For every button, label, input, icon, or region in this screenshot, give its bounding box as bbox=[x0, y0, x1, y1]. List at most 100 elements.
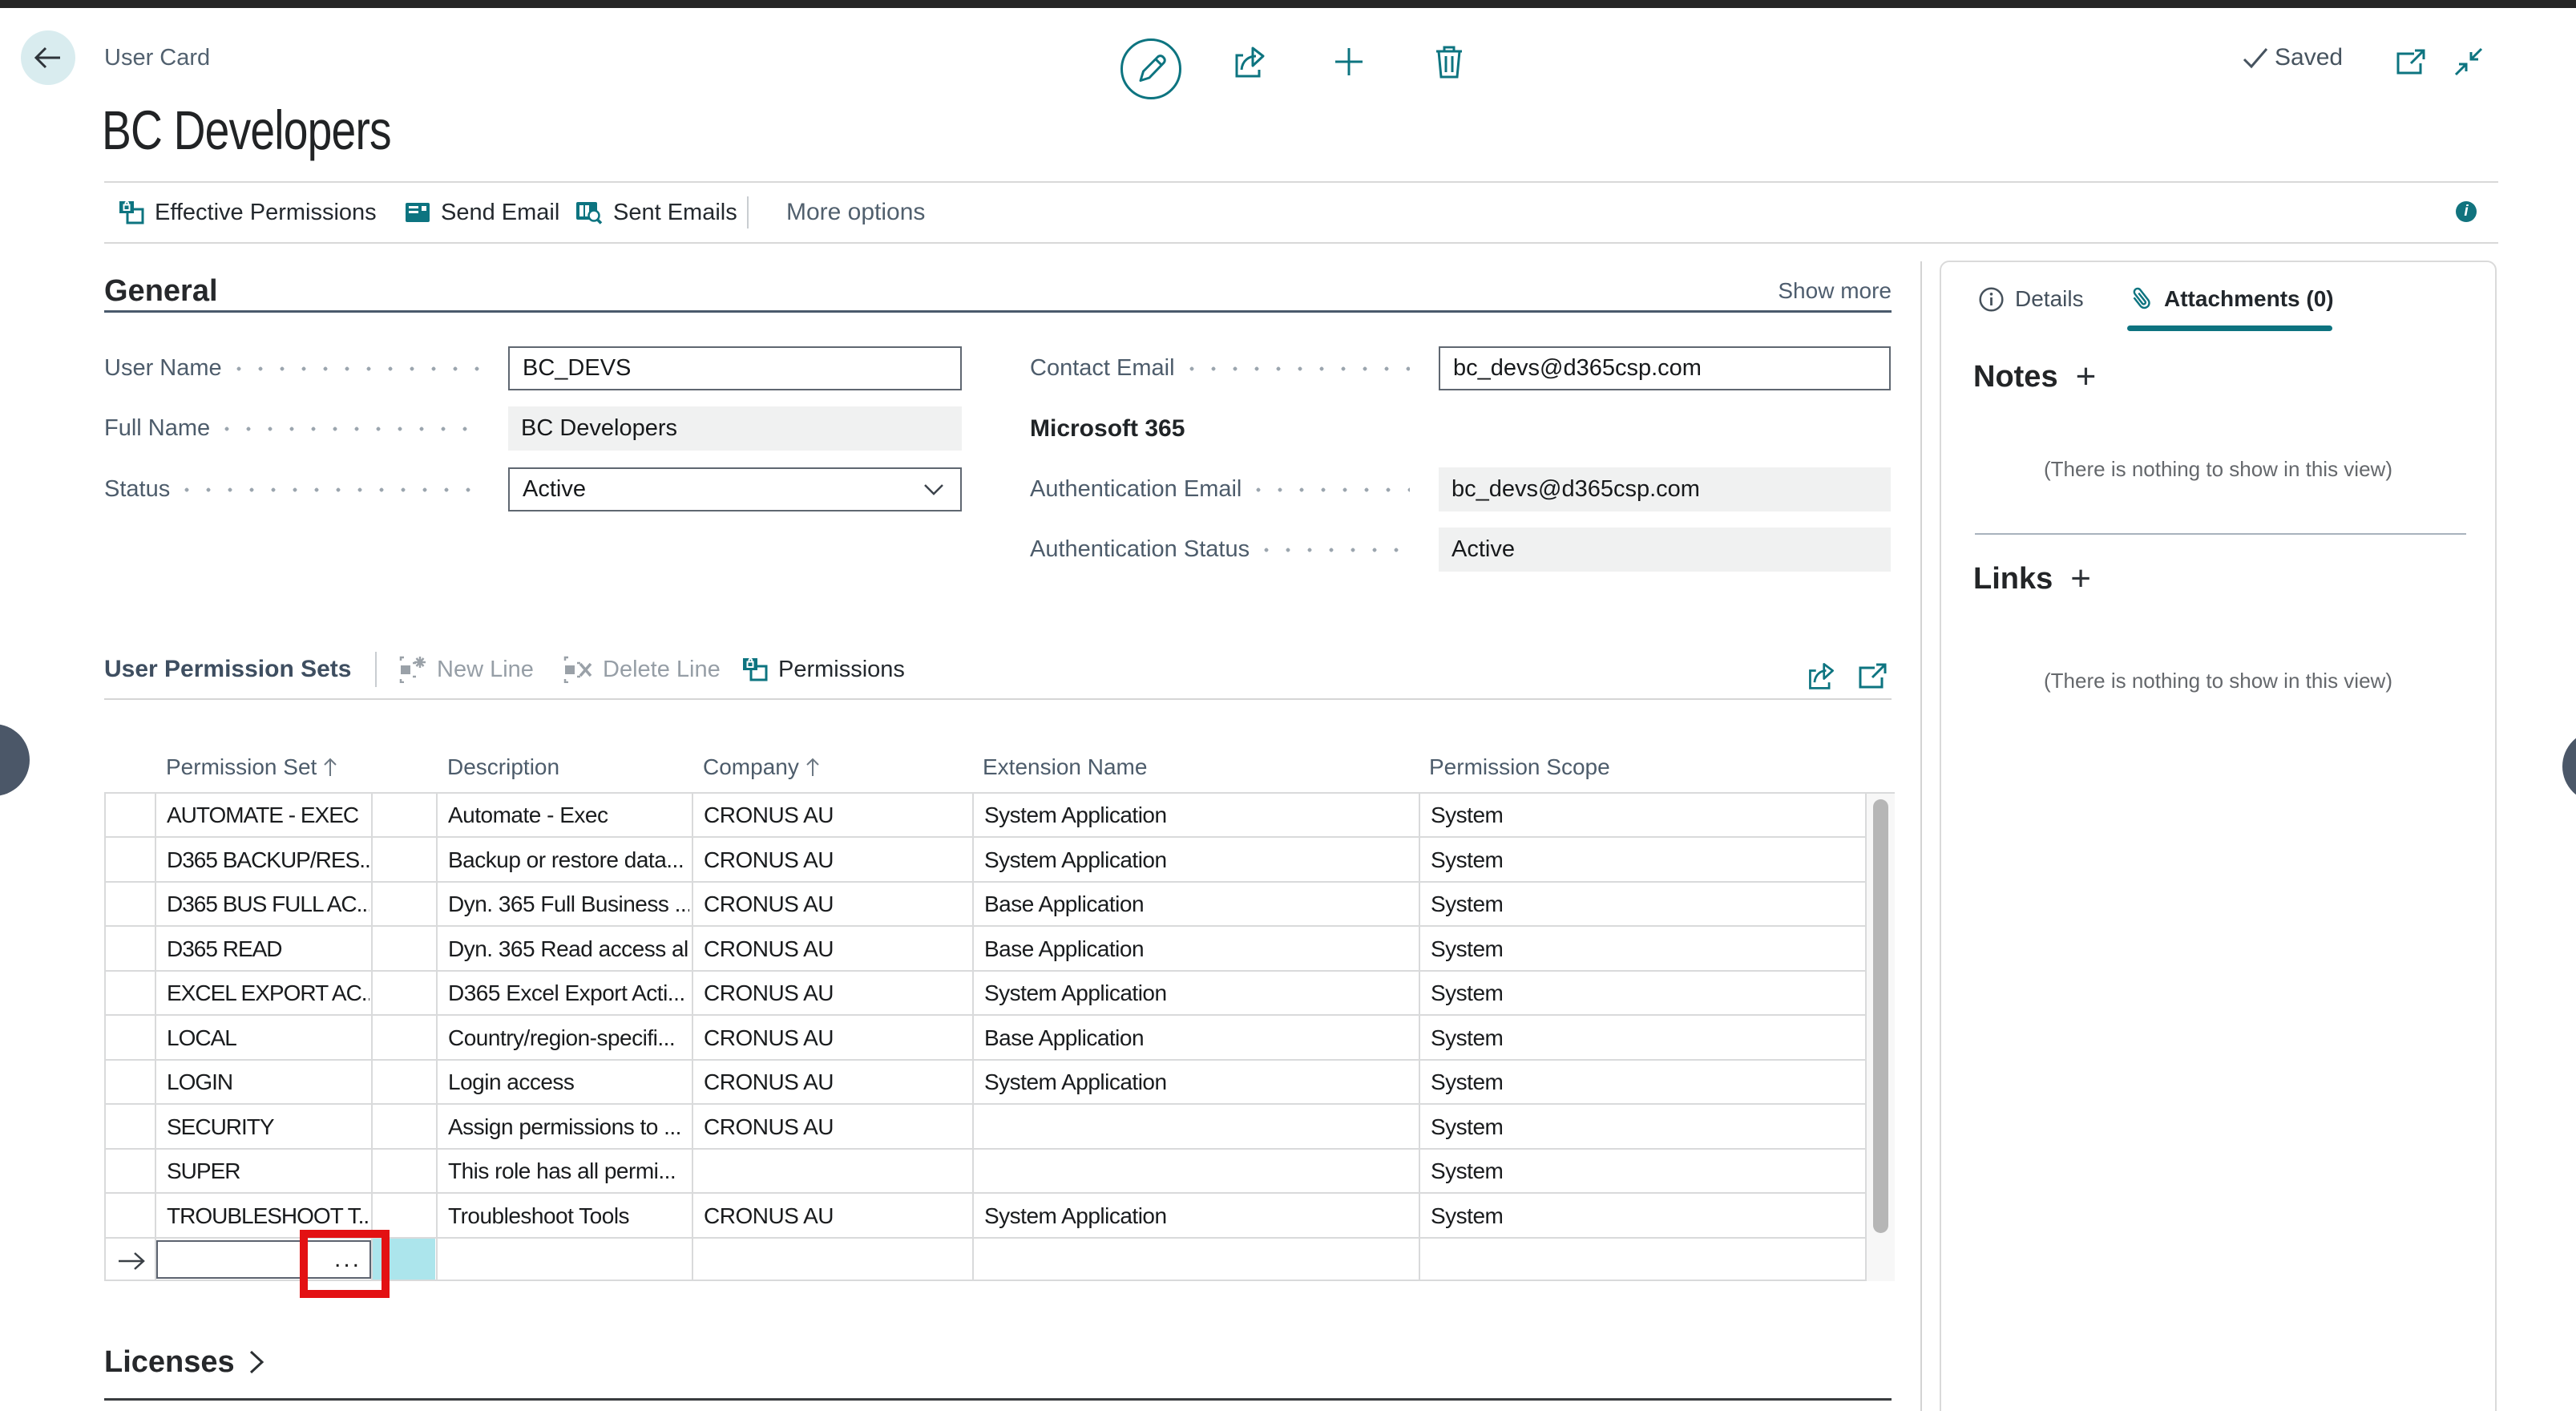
cell-permission-scope[interactable]: System bbox=[1431, 1025, 1504, 1050]
add-note-button[interactable]: + bbox=[2075, 357, 2097, 396]
cell-permission-set[interactable]: SECURITY bbox=[167, 1114, 275, 1139]
cell-company[interactable]: CRONUS AU bbox=[704, 1025, 834, 1050]
info-icon[interactable]: i bbox=[2456, 201, 2477, 222]
field-status-labelrow: Status bbox=[104, 467, 495, 511]
cell-extension-name[interactable]: Base Application bbox=[984, 891, 1145, 916]
chevron-right-icon bbox=[249, 1350, 264, 1374]
cell-company[interactable]: CRONUS AU bbox=[704, 1203, 834, 1228]
cell-description[interactable]: Automate - Exec bbox=[448, 803, 608, 827]
column-header-extension-name[interactable]: Extension Name bbox=[983, 750, 1147, 785]
assist-edit-button[interactable]: ... bbox=[333, 1246, 361, 1272]
action-effective-permissions[interactable]: Effective Permissions bbox=[119, 192, 377, 233]
action-more-options[interactable]: More options bbox=[786, 199, 926, 225]
licenses-section[interactable]: Licenses bbox=[104, 1342, 265, 1382]
full-name-field[interactable]: BC Developers bbox=[508, 406, 962, 451]
cell-permission-scope[interactable]: System bbox=[1431, 1158, 1504, 1183]
row-border bbox=[104, 925, 1867, 927]
cell-permission-set[interactable]: LOCAL bbox=[167, 1025, 237, 1050]
cell-description[interactable]: Dyn. 365 Full Business ... bbox=[448, 891, 689, 916]
cell-description[interactable]: Troubleshoot Tools bbox=[448, 1203, 630, 1228]
cell-description[interactable]: Dyn. 365 Read access all bbox=[448, 936, 689, 961]
cell-description[interactable]: Country/region-specifi... bbox=[448, 1025, 676, 1050]
cell-permission-set[interactable]: D365 READ bbox=[167, 936, 283, 961]
cell-permission-set[interactable]: EXCEL EXPORT AC... bbox=[167, 980, 369, 1005]
cell-company[interactable]: CRONUS AU bbox=[704, 1069, 834, 1094]
previous-record-button[interactable] bbox=[0, 724, 30, 796]
open-in-window-button[interactable] bbox=[2395, 38, 2427, 86]
cell-description[interactable]: Backup or restore data... bbox=[448, 847, 684, 872]
browser-chrome-bar bbox=[0, 0, 2576, 8]
action-sent-emails[interactable]: Sent Emails bbox=[575, 192, 737, 233]
permissions-label: Permissions bbox=[778, 656, 905, 682]
cell-extension-name[interactable]: System Application bbox=[984, 847, 1167, 872]
share-button[interactable] bbox=[1232, 38, 1267, 86]
dotted-leader bbox=[1189, 366, 1410, 371]
cell-company[interactable] bbox=[704, 1149, 967, 1193]
permission-set-edit-field[interactable]: ... bbox=[156, 1240, 371, 1279]
new-button[interactable] bbox=[1334, 38, 1364, 86]
cell-permission-scope[interactable]: System bbox=[1431, 891, 1504, 916]
cell-description[interactable]: Assign permissions to ... bbox=[448, 1114, 681, 1139]
back-button[interactable] bbox=[21, 30, 75, 85]
column-header-company[interactable]: Company bbox=[703, 750, 820, 785]
cell-extension-name[interactable] bbox=[984, 1105, 1413, 1149]
cell-extension-name[interactable]: System Application bbox=[984, 980, 1167, 1005]
open-list-in-window-button[interactable] bbox=[1855, 661, 1891, 691]
cell-company[interactable]: CRONUS AU bbox=[704, 980, 834, 1005]
dotted-leader bbox=[1256, 487, 1410, 492]
cell-company[interactable]: CRONUS AU bbox=[704, 847, 834, 872]
cell-permission-set[interactable]: D365 BUS FULL AC... bbox=[167, 891, 369, 916]
cell-description[interactable]: Login access bbox=[448, 1069, 575, 1094]
column-header-permission-set[interactable]: Permission Set bbox=[166, 750, 337, 785]
cell-permission-set[interactable]: D365 BACKUP/RES... bbox=[167, 847, 369, 872]
cell-extension-name[interactable]: System Application bbox=[984, 1069, 1167, 1094]
breadcrumb[interactable]: User Card bbox=[104, 45, 211, 71]
cell-permission-set[interactable]: SUPER bbox=[167, 1158, 240, 1183]
delete-line-button[interactable]: Delete Line bbox=[563, 649, 721, 689]
cell-permission-scope[interactable]: System bbox=[1431, 847, 1504, 872]
cell-company[interactable]: CRONUS AU bbox=[704, 803, 834, 827]
cell-company[interactable]: CRONUS AU bbox=[704, 891, 834, 916]
new-line-button[interactable]: New Line bbox=[399, 649, 534, 689]
cell-permission-scope[interactable]: System bbox=[1431, 1114, 1504, 1139]
cell-permission-set[interactable]: LOGIN bbox=[167, 1069, 233, 1094]
user-name-field[interactable]: BC_DEVS bbox=[508, 346, 962, 390]
next-record-button[interactable] bbox=[2562, 730, 2576, 803]
add-link-button[interactable]: + bbox=[2070, 559, 2091, 598]
col-border bbox=[1419, 792, 1420, 1281]
cell-extension-name[interactable]: System Application bbox=[984, 1203, 1167, 1228]
status-select[interactable]: Active bbox=[508, 467, 962, 511]
column-header-description[interactable]: Description bbox=[447, 750, 559, 785]
tab-attachments[interactable]: Attachments (0) bbox=[2129, 281, 2334, 317]
cell-description[interactable]: This role has all permi... bbox=[448, 1158, 676, 1183]
show-more-link[interactable]: Show more bbox=[1778, 278, 1892, 303]
cell-extension-name[interactable]: Base Application bbox=[984, 1025, 1145, 1050]
auth-status-field[interactable]: Active bbox=[1439, 528, 1891, 572]
collapse-button[interactable] bbox=[2453, 38, 2485, 86]
delete-button[interactable] bbox=[1435, 38, 1464, 86]
cell-company[interactable]: CRONUS AU bbox=[704, 936, 834, 961]
cell-description[interactable]: D365 Excel Export Acti... bbox=[448, 980, 685, 1005]
cell-extension-name[interactable] bbox=[984, 1149, 1413, 1193]
permissions-button[interactable]: Permissions bbox=[742, 649, 905, 689]
cell-permission-set[interactable]: TROUBLESHOOT T... bbox=[167, 1203, 369, 1228]
contact-email-field[interactable]: bc_devs@d365csp.com bbox=[1439, 346, 1891, 390]
cell-permission-scope[interactable]: System bbox=[1431, 936, 1504, 961]
cell-permission-set[interactable]: AUTOMATE - EXEC bbox=[167, 803, 359, 827]
table-scrollbar-thumb[interactable] bbox=[1873, 799, 1888, 1233]
edit-button[interactable] bbox=[1120, 38, 1182, 100]
factbox-pane-separator[interactable] bbox=[1920, 261, 1922, 1411]
cell-permission-scope[interactable]: System bbox=[1431, 1203, 1504, 1228]
tab-details[interactable]: Details bbox=[1979, 281, 2084, 317]
cell-permission-scope[interactable]: System bbox=[1431, 1069, 1504, 1094]
cell-company[interactable]: CRONUS AU bbox=[704, 1114, 834, 1139]
general-heading[interactable]: General bbox=[104, 274, 218, 308]
column-header-permission-scope[interactable]: Permission Scope bbox=[1429, 750, 1610, 785]
cell-permission-scope[interactable]: System bbox=[1431, 803, 1504, 827]
share-list-button[interactable] bbox=[1803, 659, 1840, 691]
action-send-email[interactable]: Send Email bbox=[405, 192, 559, 233]
cell-extension-name[interactable]: System Application bbox=[984, 803, 1167, 827]
auth-email-field[interactable]: bc_devs@d365csp.com bbox=[1439, 467, 1891, 511]
cell-permission-scope[interactable]: System bbox=[1431, 980, 1504, 1005]
cell-extension-name[interactable]: Base Application bbox=[984, 936, 1145, 961]
